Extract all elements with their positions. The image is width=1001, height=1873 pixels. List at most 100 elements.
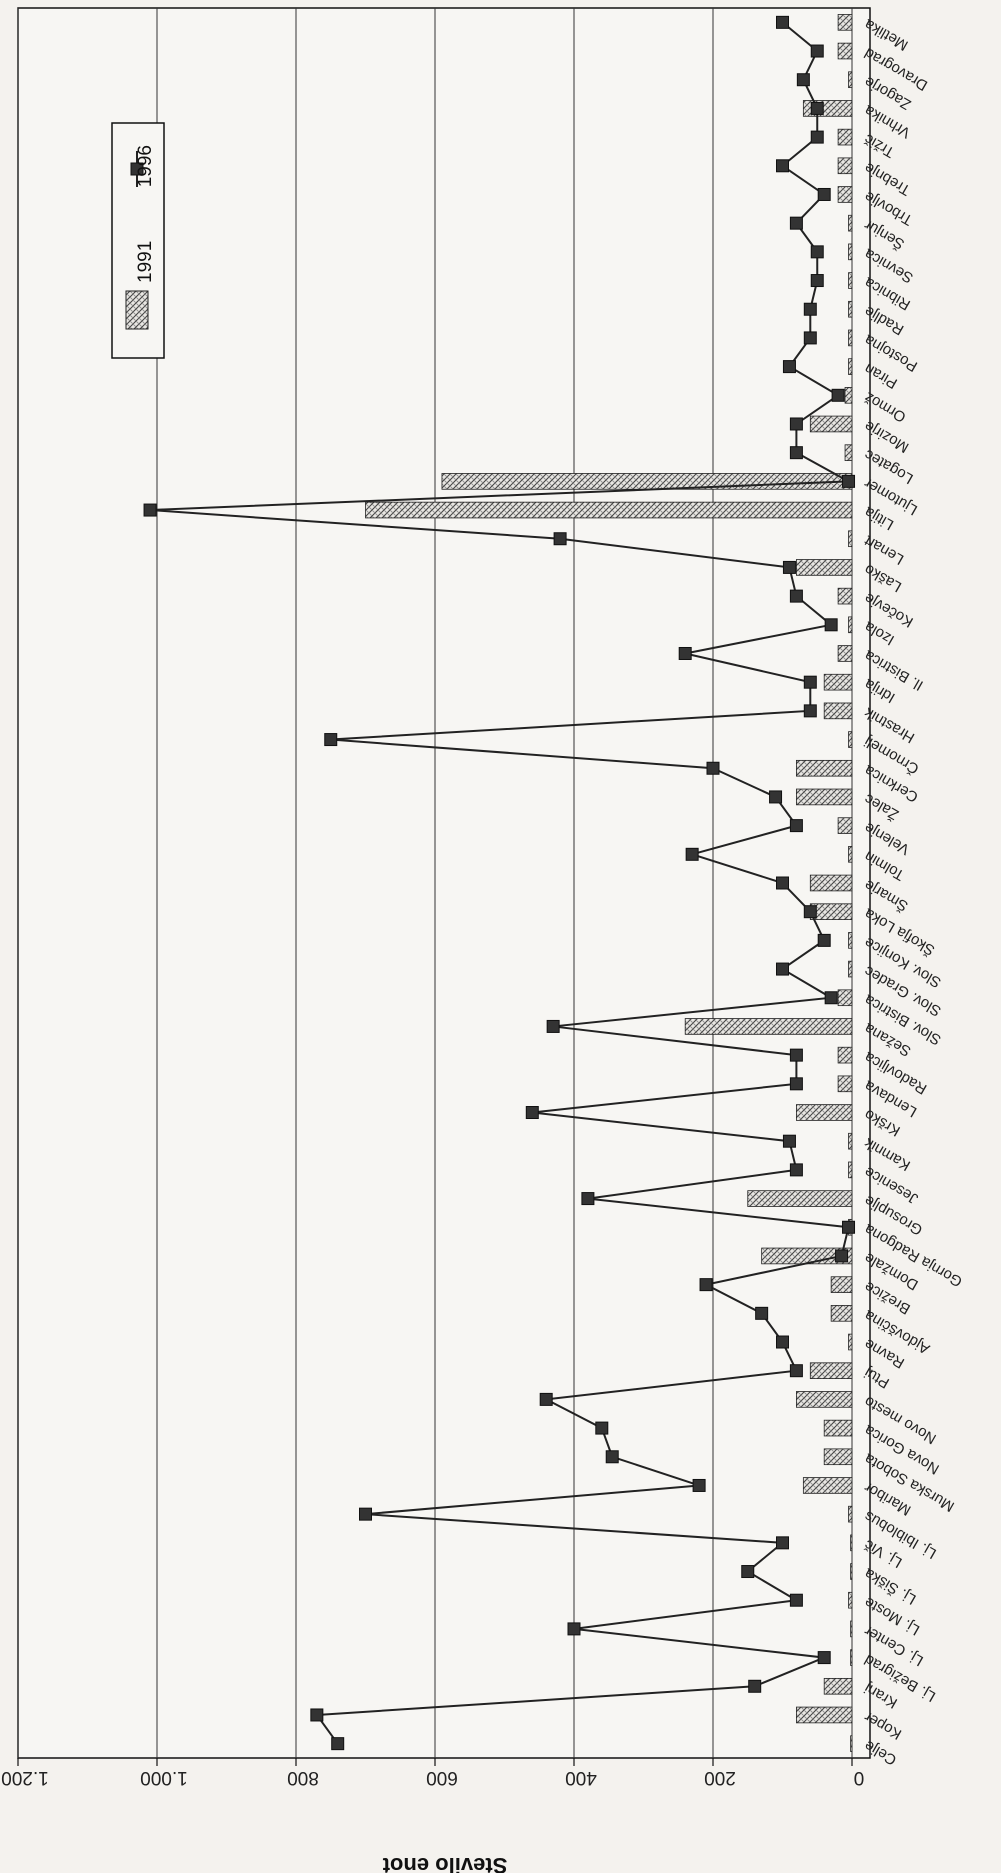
- gridlines: [17, 8, 853, 1766]
- point: [741, 1565, 755, 1579]
- point: [835, 1249, 849, 1263]
- bar: [837, 42, 853, 60]
- point: [769, 790, 783, 804]
- bar: [809, 874, 853, 892]
- point: [803, 331, 817, 345]
- bar: [848, 616, 853, 634]
- point: [817, 187, 831, 201]
- point: [789, 819, 803, 833]
- legend: 1991 1996: [111, 122, 165, 359]
- bar: [837, 157, 853, 175]
- bar: [848, 71, 853, 89]
- bar: [802, 100, 853, 117]
- bar: [837, 128, 853, 146]
- y-tick-label: 400: [565, 1767, 597, 1788]
- point: [842, 1220, 856, 1234]
- point: [776, 876, 789, 890]
- y-tick-labels: 0 200 400 600 800 1.000 1.200: [1, 1767, 864, 1788]
- point: [817, 1651, 831, 1665]
- point: [831, 388, 845, 402]
- point: [782, 1134, 796, 1148]
- bar: [850, 1649, 853, 1666]
- bar: [823, 702, 853, 720]
- bar: [848, 1132, 853, 1150]
- point: [678, 646, 692, 660]
- bar: [837, 989, 853, 1007]
- bar: [850, 1620, 853, 1638]
- bar: [848, 272, 853, 289]
- bar: [823, 673, 853, 691]
- bar: [848, 214, 853, 232]
- point: [789, 1077, 803, 1091]
- bar: [848, 731, 853, 748]
- bar: [848, 846, 853, 863]
- point: [699, 1278, 713, 1292]
- point: [359, 1507, 372, 1521]
- bar: [850, 1563, 853, 1580]
- bar: [747, 1190, 853, 1207]
- bar: [809, 415, 853, 433]
- point: [789, 1163, 803, 1177]
- bar: [837, 645, 853, 662]
- legend-swatch-1991: [125, 290, 149, 330]
- bar: [848, 1333, 853, 1351]
- point: [553, 532, 567, 546]
- point: [776, 962, 789, 976]
- point: [803, 704, 817, 718]
- point: [776, 1536, 789, 1550]
- point: [748, 1679, 762, 1693]
- point: [824, 618, 838, 632]
- point: [789, 216, 803, 230]
- point: [776, 159, 789, 173]
- point: [581, 1192, 595, 1206]
- point: [810, 274, 824, 288]
- point: [803, 302, 817, 316]
- bar: [830, 1305, 853, 1322]
- point: [595, 1421, 609, 1435]
- point: [789, 1364, 803, 1378]
- y-tick-label: 800: [287, 1767, 319, 1788]
- bar: [796, 1104, 853, 1121]
- point: [685, 847, 699, 861]
- point: [803, 675, 817, 689]
- bar: [837, 1046, 853, 1064]
- point: [789, 1048, 803, 1062]
- point: [789, 446, 803, 460]
- point: [810, 101, 824, 115]
- point: [803, 905, 817, 919]
- legend-label-1991: 1991: [135, 241, 156, 283]
- point: [310, 1708, 324, 1722]
- bar: [848, 358, 853, 375]
- point: [776, 1335, 789, 1349]
- bar: [796, 1706, 853, 1724]
- point: [796, 73, 810, 87]
- point: [810, 44, 824, 58]
- bar: [848, 1161, 853, 1179]
- y-axis-label: Število enot: [382, 1853, 507, 1873]
- point: [842, 474, 856, 488]
- bar: [796, 759, 853, 777]
- bar: [823, 1677, 853, 1695]
- bar: [796, 788, 853, 806]
- y-tick-label: 200: [704, 1767, 736, 1788]
- point: [817, 933, 831, 947]
- point: [324, 733, 338, 747]
- bar: [844, 444, 853, 461]
- point: [789, 1593, 803, 1607]
- bar: [365, 501, 853, 519]
- bar: [796, 1391, 853, 1408]
- bar: [837, 587, 853, 605]
- y-tick-label: 1.000: [140, 1767, 188, 1788]
- y-tick-label: 600: [426, 1767, 458, 1788]
- point: [525, 1106, 539, 1120]
- point: [706, 761, 720, 775]
- bar: [837, 14, 853, 31]
- bar: [850, 1534, 853, 1552]
- legend-label-1996: 1996: [135, 145, 156, 187]
- bar: [848, 300, 853, 318]
- point: [567, 1622, 581, 1636]
- point: [605, 1450, 619, 1464]
- bar: [848, 932, 853, 949]
- point: [789, 417, 803, 431]
